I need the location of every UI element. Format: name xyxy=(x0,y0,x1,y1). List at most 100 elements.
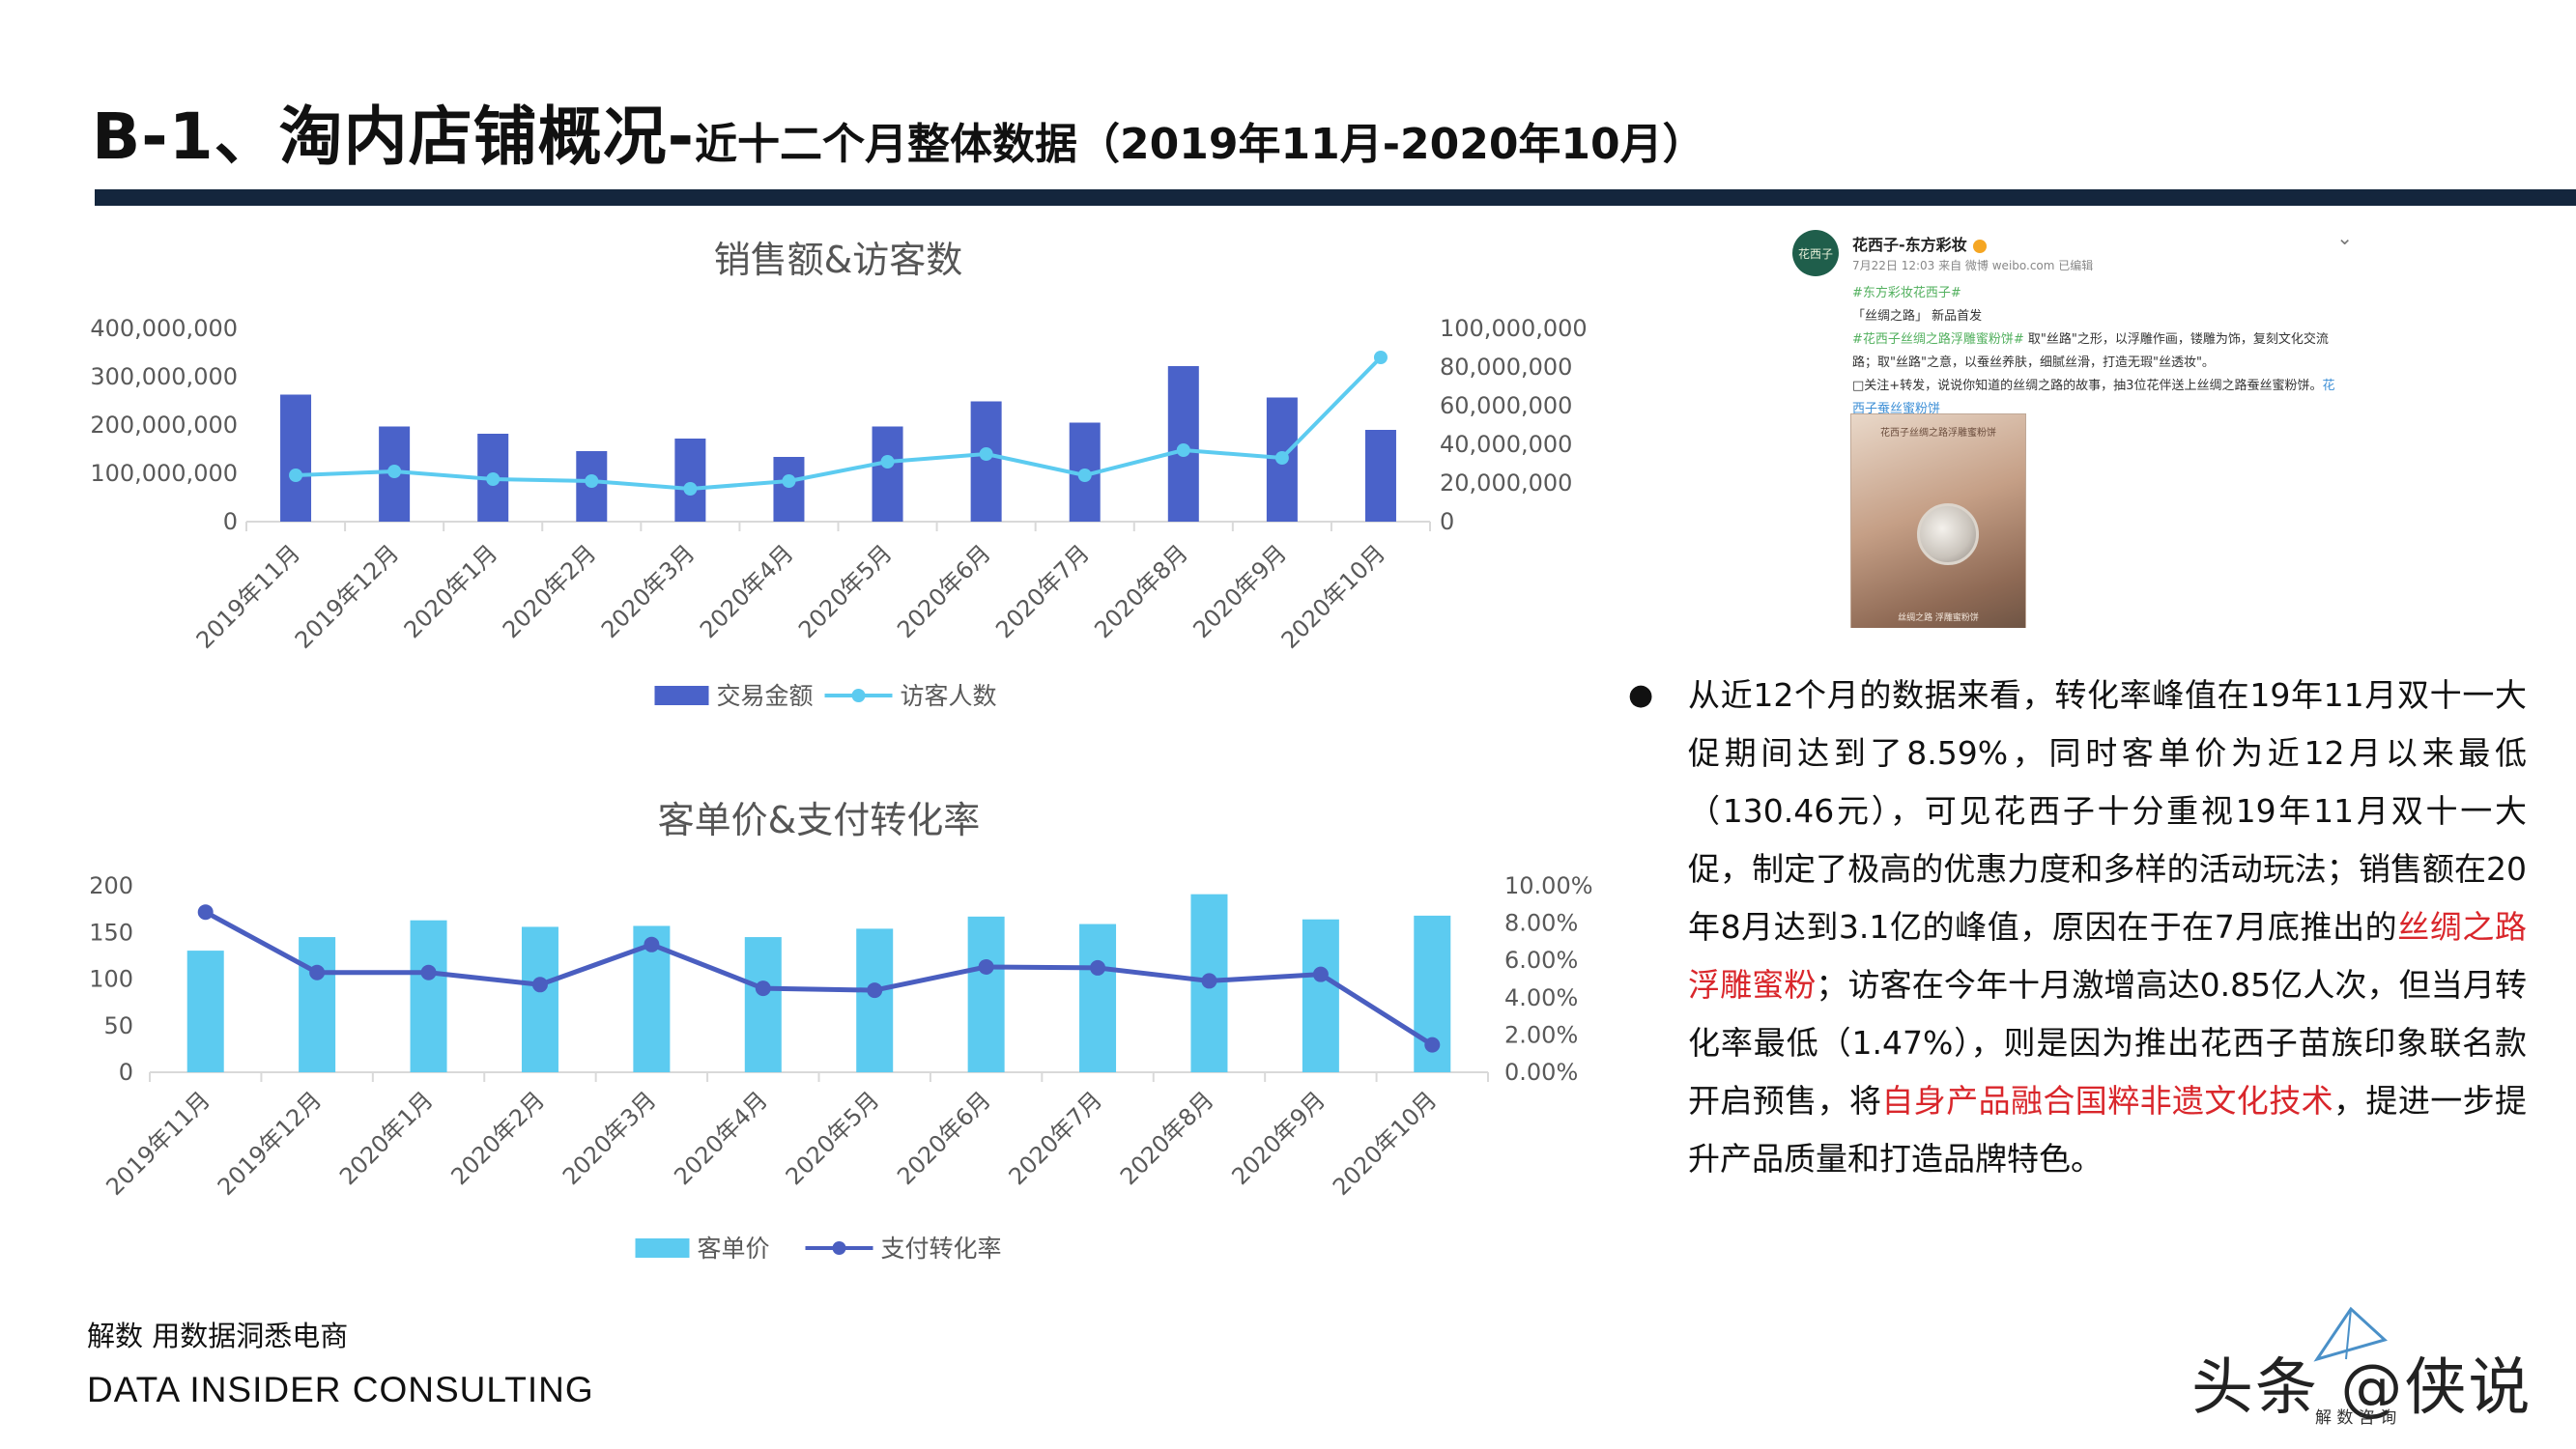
x-category-label: 2020年8月 xyxy=(1115,1086,1219,1190)
analysis-highlight: 自身产品融合国粹非遗文化技术 xyxy=(1881,1082,2334,1120)
y-left-tick-label: 50 xyxy=(103,1012,133,1039)
watermark-subtext: 解 数 咨 询 xyxy=(2315,1408,2397,1428)
product-image-caption: 花西子丝绸之路浮雕蜜粉饼 xyxy=(1880,428,1996,439)
analysis-text: 从近12个月的数据来看，转化率峰值在19年11月双十一大促期间达到了8.59%，… xyxy=(1688,676,2527,946)
weibo-line: #花西子丝绸之路浮雕蜜粉饼# 取"丝路"之形，以浮雕作画，镂雕为饰，复刻文化交流… xyxy=(1852,328,2335,375)
line-point xyxy=(1090,959,1106,976)
x-category-label: 2020年2月 xyxy=(498,539,602,643)
y-left-tick-label: 200 xyxy=(89,872,133,899)
x-category-label: 2020年5月 xyxy=(781,1086,885,1190)
legend-label: 访客人数 xyxy=(901,682,997,710)
analysis-highlight: 丝绸之路浮雕蜜粉 xyxy=(1688,908,2527,1004)
legend-swatch-bar xyxy=(654,686,709,705)
line-point xyxy=(880,455,895,469)
legend-label: 交易金额 xyxy=(717,682,814,710)
line-point xyxy=(531,977,548,993)
watermark-text: 头条 @侠说 xyxy=(2191,1352,2533,1424)
x-category-label: 2020年9月 xyxy=(1226,1086,1331,1190)
x-category-label: 2019年11月 xyxy=(100,1086,215,1201)
page-title-main: B-1、淘内店铺概况- xyxy=(92,99,696,174)
legend-label: 客单价 xyxy=(698,1235,770,1263)
bar xyxy=(1079,923,1117,1072)
line-point xyxy=(486,472,501,486)
bar xyxy=(1364,430,1396,522)
analysis-text: ；访客在今年十月激增高达0.85亿人次，但当月转化率最低（1.47%），则是因为… xyxy=(1688,966,2527,1120)
series-line xyxy=(204,910,1434,1047)
y-right-tick-label: 60,000,000 xyxy=(1440,392,1572,419)
line-point xyxy=(387,465,402,478)
footer-company-name: DATA INSIDER CONSULTING xyxy=(87,1370,594,1409)
title-divider xyxy=(95,189,2576,206)
weibo-text: □关注+转发，说说你知道的丝绸之路的故事，抽3位花伴送上丝绸之路蚕丝蜜粉饼。 xyxy=(1852,379,2323,393)
compact-powder-icon xyxy=(1917,503,1979,565)
chart-svg: 销售额&访客数 0 100,000,000 200,000,000 300,000,00… xyxy=(90,239,1588,710)
x-category-label: 2020年10月 xyxy=(1276,539,1391,654)
bar xyxy=(744,937,782,1072)
watermark: 头条 @侠说 解 数 咨 询 xyxy=(2191,1306,2539,1435)
y-left-tick-label: 100 xyxy=(89,966,133,993)
bar xyxy=(674,439,706,522)
y-right-tick-label: 8.00% xyxy=(1504,910,1578,937)
bullet-icon: ● xyxy=(1628,678,1654,712)
x-category-label: 2020年4月 xyxy=(695,539,799,643)
bar xyxy=(1302,919,1339,1072)
x-category-label: 2020年7月 xyxy=(990,539,1095,643)
line-point xyxy=(1312,966,1329,982)
line-point xyxy=(979,447,993,461)
series-line xyxy=(295,355,1383,491)
x-category-label: 2020年1月 xyxy=(334,1086,439,1190)
y-left-tick-label: 0 xyxy=(119,1059,133,1086)
bar xyxy=(967,916,1005,1072)
x-category-label: 2020年4月 xyxy=(669,1086,773,1190)
bar xyxy=(521,926,558,1072)
line-point xyxy=(1077,469,1092,482)
line-point xyxy=(1274,451,1289,465)
weibo-hashtag: #东方彩妆花西子# xyxy=(1852,286,1961,300)
line-point xyxy=(309,964,326,980)
bar xyxy=(773,457,805,522)
weibo-account-name: 花西子-东方彩妆 xyxy=(1852,232,1987,255)
x-category-label: 2020年3月 xyxy=(596,539,701,643)
analysis-text-block: ● 从近12个月的数据来看，转化率峰值在19年11月双十一大促期间达到了8.59… xyxy=(1628,667,2527,1188)
x-category-label: 2019年12月 xyxy=(290,539,405,654)
x-category-label: 2020年8月 xyxy=(1089,539,1193,643)
x-category-label: 2020年5月 xyxy=(793,539,898,643)
y-left-tick-label: 300,000,000 xyxy=(90,363,238,390)
weibo-avatar: 花西子 xyxy=(1792,230,1839,276)
y-right-tick-label: 2.00% xyxy=(1504,1021,1578,1048)
line-point xyxy=(644,936,660,952)
legend-swatch-bar xyxy=(635,1238,690,1258)
line-point xyxy=(420,964,437,980)
weibo-post-meta: 7月22日 12:03 来自 微博 weibo.com 已编辑 xyxy=(1852,259,2094,272)
line-point xyxy=(289,469,303,482)
product-image-foot: 丝绸之路 浮雕蜜粉饼 xyxy=(1898,613,1979,623)
x-category-label: 2020年1月 xyxy=(399,539,503,643)
x-category-label: 2020年9月 xyxy=(1188,539,1292,643)
line-point xyxy=(1424,1037,1441,1053)
legend-swatch-point xyxy=(851,689,866,702)
page-title: B-1、淘内店铺概况-近十二个月整体数据（2019年11月-2020年10月） xyxy=(92,85,1705,178)
aov-conversion-chart: 客单价&支付转化率 0 50 100 150 200 0.00% 2.00% 4.00% 6.00… xyxy=(58,782,1604,1304)
y-right-tick-label: 100,000,000 xyxy=(1440,315,1588,342)
weibo-post-screenshot: 花西子 花西子-东方彩妆 7月22日 12:03 来自 微博 weibo.com… xyxy=(1783,213,2382,628)
y-left-tick-label: 0 xyxy=(223,508,238,535)
line-point xyxy=(585,474,599,488)
verified-badge-icon xyxy=(1972,239,1987,253)
x-category-label: 2020年2月 xyxy=(445,1086,550,1190)
analysis-text: ，提进一步提升产品质量和打造品牌特色。 xyxy=(1688,1082,2528,1178)
x-category-label: 2019年11月 xyxy=(191,539,306,654)
y-right-tick-label: 4.00% xyxy=(1504,984,1578,1011)
bar xyxy=(410,920,447,1072)
x-category-label: 2020年6月 xyxy=(892,539,996,643)
y-right-tick-label: 0 xyxy=(1440,508,1454,535)
weibo-product-link: 花西子蚕丝蜜粉饼 xyxy=(1852,379,2335,416)
line-point xyxy=(1176,443,1190,457)
weibo-text: 取"丝路"之形，以浮雕作画，镂雕为饰，复刻文化交流路；取"丝路"之意，以蚕丝养肤… xyxy=(1852,332,2329,370)
line-point xyxy=(867,982,883,999)
y-left-tick-label: 100,000,000 xyxy=(90,460,238,487)
y-left-tick-label: 150 xyxy=(89,919,133,946)
x-category-label: 2020年3月 xyxy=(558,1086,662,1190)
line-point xyxy=(683,482,698,496)
y-left-tick-label: 200,000,000 xyxy=(90,412,238,439)
line-point xyxy=(1373,351,1388,364)
